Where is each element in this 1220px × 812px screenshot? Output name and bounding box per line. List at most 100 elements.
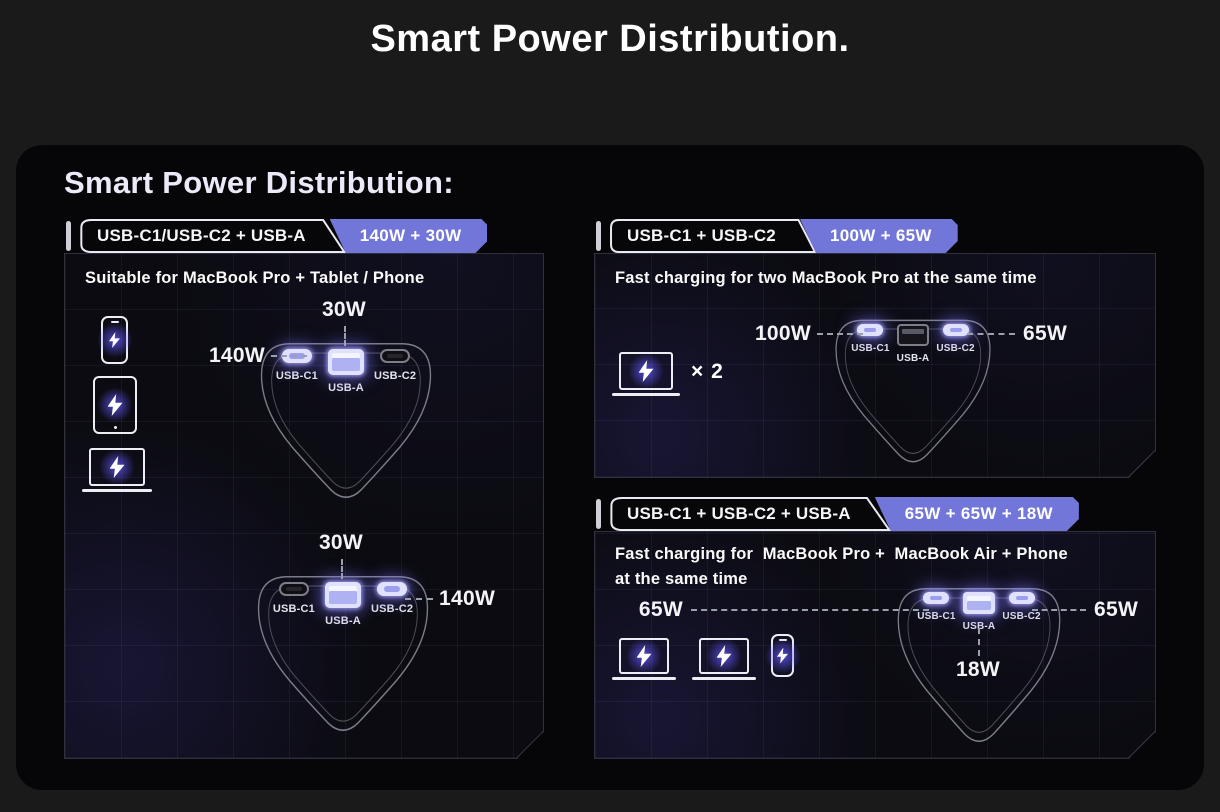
usb-c2-column: USB-C2 (371, 582, 413, 615)
ports-tag-panel-2: USB-C1 + USB-C2 (610, 219, 816, 253)
laptop-outline-icon (619, 638, 669, 674)
phone-outline-icon (771, 634, 794, 677)
tag-accent-bar (596, 221, 601, 251)
usb-a-port (325, 582, 361, 608)
ports-tag-label: USB-C1 + USB-C2 (627, 226, 776, 245)
watt-label-right: 140W (439, 587, 496, 610)
dash-connector (405, 598, 433, 600)
usb-c2-port (380, 349, 410, 363)
watt-label-left: 140W (208, 344, 265, 367)
laptop-outline-icon (699, 638, 749, 674)
usb-a-label: USB-A (962, 621, 996, 632)
panel-3-description: Fast charging for MacBook Pro + MacBook … (615, 542, 1068, 592)
usb-c2-port (943, 324, 969, 336)
dash-connector (967, 333, 1015, 335)
usb-a-column: USB-A (897, 324, 930, 364)
watt-label-left: 100W (754, 322, 811, 345)
watts-tag-panel-2: 100W + 65W (800, 219, 958, 253)
ports-tag-outline (610, 497, 891, 531)
watts-tag-panel-3: 65W + 65W + 18W (875, 497, 1079, 531)
column-right: USB-C1 + USB-C2 100W + 65W Fast charging… (594, 219, 1156, 759)
ports-row: USB-C1 USB-A USB-C2 (253, 582, 433, 627)
usb-c1-label: USB-C1 (275, 370, 318, 382)
watt-label-left: 65W (638, 598, 683, 621)
ports-row: USB-C1 USB-A USB-C2 (893, 592, 1065, 632)
dash-connector (344, 326, 346, 346)
tag-accent-bar (596, 499, 601, 529)
watt-label-top: 30W (318, 531, 364, 554)
usb-c1-column: USB-C1 (273, 582, 315, 615)
charger-illustration-2: USB-C1 USB-A USB-C2 (253, 572, 433, 737)
panel-3-description-line2: at the same time (615, 570, 748, 588)
usb-a-port (897, 324, 929, 346)
charger-illustration-4: USB-C1 USB-A USB-C2 (893, 584, 1065, 748)
tag-accent-bar (66, 221, 71, 251)
usb-a-label: USB-A (325, 615, 361, 627)
laptop-outline-icon (619, 352, 673, 390)
dash-connector (341, 559, 343, 579)
usb-c1-column: USB-C1 (851, 324, 889, 354)
usb-c2-column: USB-C2 (1002, 592, 1040, 622)
usb-a-label: USB-A (896, 353, 930, 364)
dash-connector (817, 333, 863, 335)
ports-tag-panel-1: USB-C1/USB-C2 + USB-A (80, 219, 346, 253)
usb-a-column: USB-A (328, 349, 364, 394)
panel-usbc1-usbc2: Fast charging for two MacBook Pro at the… (594, 253, 1156, 478)
ports-tag-label: USB-C1 + USB-C2 + USB-A (627, 504, 851, 523)
main-card: Smart Power Distribution: USB-C1/USB-C2 … (16, 145, 1204, 790)
charger-outline (256, 339, 436, 504)
page-title: Smart Power Distribution. (370, 18, 850, 60)
tablet-outline-icon (93, 376, 137, 434)
dash-connector (271, 355, 307, 357)
charger-outline (893, 584, 1065, 748)
usb-a-column: USB-A (325, 582, 361, 627)
usb-c2-label: USB-C2 (371, 603, 414, 615)
panel-columns: USB-C1/USB-C2 + USB-A 140W + 30W Suitabl… (64, 219, 1156, 759)
charger-outline (831, 316, 995, 468)
panel-3-description-line1: Fast charging for MacBook Pro + MacBook … (615, 545, 1068, 563)
usb-c2-port (1009, 592, 1035, 604)
spacer (594, 478, 1156, 497)
charger-illustration-1: USB-C1 USB-A USB-C2 (256, 339, 436, 504)
ports-tag-outline (610, 219, 816, 253)
watts-tag-panel-1: 140W + 30W (330, 219, 488, 253)
usb-a-port (963, 592, 995, 614)
panel-usbc1-usbc2-usba: Suitable for MacBook Pro + Tablet / Phon… (64, 253, 544, 759)
usb-c1-port (857, 324, 883, 336)
dash-connector (978, 628, 980, 656)
dash-connector (691, 609, 929, 611)
usb-c1-port (279, 582, 309, 596)
panel-usbc1-usbc2-usba: Fast charging for MacBook Pro + MacBook … (594, 531, 1156, 759)
usb-c2-column: USB-C2 (936, 324, 974, 354)
ports-row: USB-C1 USB-A USB-C2 (256, 349, 436, 394)
usb-c1-label: USB-C1 (272, 603, 315, 615)
usb-c2-label: USB-C2 (374, 370, 417, 382)
watt-label-bottom: 18W (955, 658, 1001, 681)
ports-tag-label: USB-C1/USB-C2 + USB-A (97, 226, 306, 245)
dash-connector (1032, 609, 1086, 611)
charger-illustration-3: USB-C1 USB-A USB-C2 (831, 316, 995, 468)
lightning-bolt-icon (717, 645, 732, 667)
usb-c1-label: USB-C1 (851, 343, 890, 354)
lightning-bolt-icon (637, 645, 652, 667)
lightning-bolt-icon (108, 394, 123, 416)
card-heading: Smart Power Distribution: (64, 165, 454, 200)
usb-c2-label: USB-C2 (1002, 611, 1041, 622)
lightning-bolt-icon (777, 648, 788, 664)
usb-a-port (328, 349, 364, 375)
phone-outline-icon (101, 316, 128, 364)
tag-row-panel-1: USB-C1/USB-C2 + USB-A 140W + 30W (66, 219, 544, 253)
ports-tag-panel-3: USB-C1 + USB-C2 + USB-A (610, 497, 891, 531)
usb-c1-column: USB-C1 (917, 592, 955, 622)
panel-2-description: Fast charging for two MacBook Pro at the… (615, 269, 1037, 287)
panel-1-description: Suitable for MacBook Pro + Tablet / Phon… (85, 269, 425, 287)
multiplier-label: × 2 (691, 360, 724, 383)
lightning-bolt-icon (110, 456, 125, 478)
lightning-bolt-icon (109, 332, 120, 348)
column-left: USB-C1/USB-C2 + USB-A 140W + 30W Suitabl… (64, 219, 544, 759)
usb-a-label: USB-A (328, 382, 364, 394)
usb-c1-port (923, 592, 949, 604)
laptop-outline-icon (89, 448, 145, 486)
tag-row-panel-2: USB-C1 + USB-C2 100W + 65W (596, 219, 1156, 253)
